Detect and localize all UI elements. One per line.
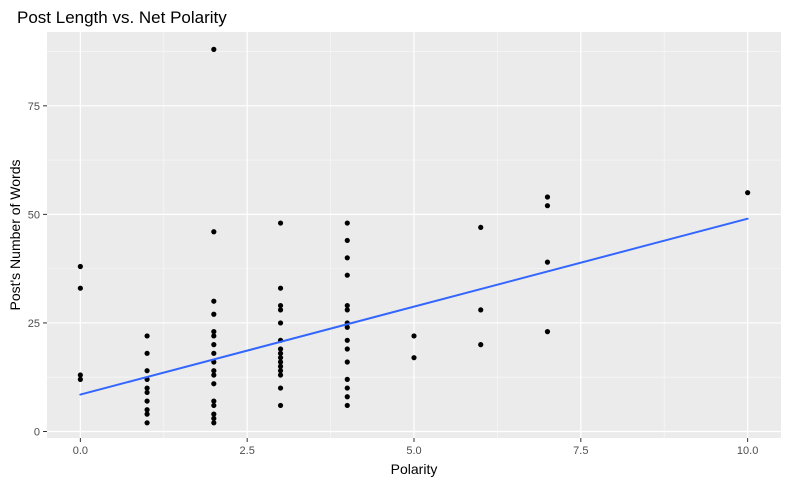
data-point [144, 385, 150, 391]
y-tick-label: 0 [34, 426, 40, 438]
data-point [211, 402, 217, 409]
x-tick-label: 0.0 [73, 445, 88, 457]
data-point [211, 342, 217, 348]
data-point [544, 329, 551, 335]
data-point [211, 333, 217, 339]
data-point [277, 363, 284, 369]
data-point [344, 237, 350, 244]
data-point [277, 372, 284, 378]
data-point [344, 307, 350, 313]
data-point [144, 398, 150, 404]
data-point [277, 285, 284, 291]
data-point [211, 46, 217, 52]
data-point [77, 263, 83, 270]
x-tick-label: 5.0 [406, 445, 421, 457]
data-point [211, 350, 217, 356]
x-tick-label: 10.0 [737, 445, 758, 457]
data-point [211, 381, 217, 387]
data-point [344, 255, 350, 261]
data-point [277, 320, 284, 326]
data-point [344, 402, 350, 409]
data-point [277, 368, 284, 374]
data-point [344, 337, 350, 343]
data-point [344, 359, 350, 365]
data-point [411, 333, 417, 339]
data-point [344, 302, 350, 309]
data-point [211, 298, 217, 304]
data-point [144, 333, 150, 339]
x-axis-label: Polarity [391, 461, 438, 477]
data-point [211, 415, 217, 422]
data-point [277, 355, 284, 361]
data-point [344, 324, 350, 330]
data-point [544, 203, 551, 209]
data-point [211, 229, 217, 235]
y-tick-label: 25 [28, 318, 40, 330]
y-tick-label: 50 [28, 209, 40, 221]
x-tick-label: 7.5 [573, 445, 588, 457]
trend-line [79, 217, 749, 396]
data-point [211, 398, 217, 404]
data-point [144, 389, 150, 396]
trend-layer [79, 217, 749, 396]
data-point [144, 407, 150, 413]
data-point [478, 307, 484, 313]
data-point [211, 311, 217, 317]
data-point [211, 368, 217, 374]
data-point [344, 220, 350, 226]
data-point [277, 350, 284, 356]
data-point [478, 224, 484, 231]
data-point [211, 420, 217, 426]
chart-title: Post Length vs. Net Polarity [17, 8, 227, 27]
x-tick-label: 2.5 [240, 445, 255, 457]
data-point [277, 220, 284, 226]
data-point [411, 355, 417, 361]
y-tick-label: 75 [28, 101, 40, 113]
data-point [144, 368, 150, 374]
data-point [277, 307, 284, 313]
data-point [277, 359, 284, 365]
data-point [77, 372, 83, 378]
x-tick-labels: 0.0 2.5 5.0 7.5 10.0 [73, 445, 759, 457]
data-point [344, 385, 350, 391]
data-point [544, 194, 551, 200]
data-point [277, 302, 284, 309]
data-point [344, 376, 350, 382]
data-point [344, 346, 350, 352]
tick-marks [43, 105, 749, 442]
data-point [144, 411, 150, 417]
data-point [144, 420, 150, 426]
data-point [277, 402, 284, 409]
points-layer [77, 46, 751, 426]
grid-major [47, 32, 781, 438]
data-point [211, 411, 217, 417]
data-point [344, 394, 350, 400]
data-point [211, 329, 217, 335]
data-point [478, 342, 484, 348]
data-point [277, 346, 284, 352]
data-point [745, 190, 751, 196]
data-point [77, 376, 83, 382]
data-point [144, 350, 150, 356]
data-point [77, 285, 83, 291]
data-point [344, 272, 350, 278]
data-point [544, 259, 551, 265]
data-point [211, 372, 217, 378]
y-axis-label: Post's Number of Words [7, 159, 23, 310]
y-tick-labels: 0 25 50 75 [28, 101, 40, 439]
data-point [277, 385, 284, 391]
